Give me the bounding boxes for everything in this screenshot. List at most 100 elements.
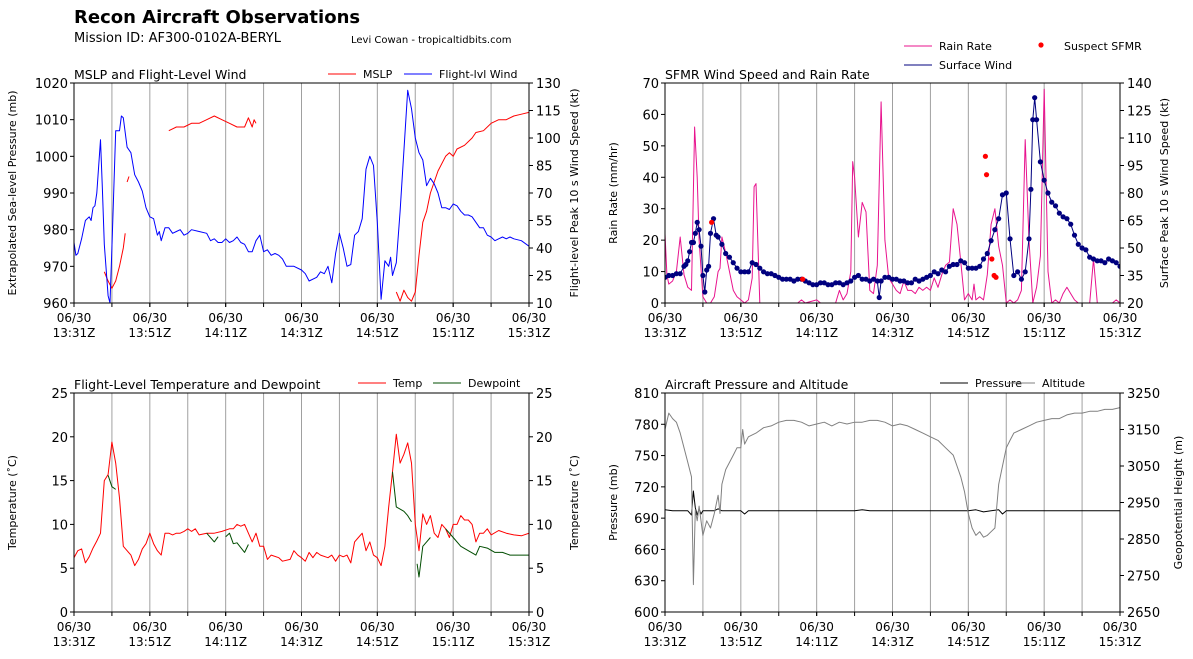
y-right-tick-label: 50 <box>1127 242 1144 257</box>
surface-wind-point <box>745 269 752 275</box>
x-tick-date: 06/30 <box>436 311 471 325</box>
x-tick-date: 06/30 <box>875 620 910 634</box>
x-tick-time: 15:11Z <box>432 326 475 340</box>
surface-wind-point <box>1102 260 1108 266</box>
y-right-tick-label: 15 <box>536 475 553 490</box>
x-tick-time: 13:51Z <box>128 326 171 340</box>
y-right-tick-label: 10 <box>536 518 553 533</box>
surface-wind-point <box>1041 177 1047 183</box>
y-tick-label: 20 <box>642 234 659 249</box>
surface-wind-point <box>905 280 911 286</box>
y-right-tick-label: 140 <box>1127 77 1152 92</box>
y-right-tick-label: 55 <box>536 215 553 230</box>
y-right-tick-label: 2650 <box>1127 606 1160 621</box>
y-right-tick-label: 40 <box>536 242 553 257</box>
y-right-tick-label: 115 <box>536 105 561 120</box>
chart-panel-1: 960 970 980 990 1000 1010 1020 10 25 40 55 70 85 100 1… <box>6 67 581 340</box>
surface-wind-point <box>882 274 888 280</box>
surface-wind-point <box>1018 276 1025 282</box>
y-tick-label: 600 <box>634 606 659 621</box>
x-tick-time: 15:11Z <box>432 635 475 649</box>
surface-wind-point <box>988 238 994 244</box>
y-tick-label: 690 <box>634 512 659 527</box>
x-tick-date: 06/30 <box>799 311 834 325</box>
surface-wind-point <box>687 249 693 255</box>
x-tick-date: 06/30 <box>648 620 683 634</box>
x-tick-time: 13:31Z <box>644 635 687 649</box>
mslp-line <box>395 111 529 302</box>
y-right-tick-label: 2950 <box>1127 497 1160 512</box>
suspect-sfmr-point <box>993 274 999 280</box>
x-tick-date: 06/30 <box>512 311 547 325</box>
dewpoint-line <box>392 471 412 523</box>
mission-id: Mission ID: AF300-0102A-BERYL <box>74 31 281 46</box>
x-tick-time: 15:31Z <box>508 635 551 649</box>
x-tick-time: 14:11Z <box>204 635 247 649</box>
y-right-tick-label: 25 <box>536 270 553 285</box>
surface-wind-point <box>969 265 975 271</box>
y-tick-label: 960 <box>43 297 68 312</box>
surface-wind-point <box>1056 210 1062 216</box>
surface-wind-point <box>694 219 700 225</box>
x-tick-time: 14:31Z <box>871 635 914 649</box>
surface-wind-point <box>908 280 915 286</box>
y-axis-label: Extrapolated Sea-level Pressure (mb) <box>6 91 19 296</box>
surface-wind-point <box>954 261 960 268</box>
legend-dewpoint-label: Dewpoint <box>468 377 521 390</box>
y-right-axis-label: Temperature (˚C) <box>568 455 581 551</box>
altitude-line <box>665 407 1120 586</box>
surface-wind-point <box>666 272 672 279</box>
surface-wind-point <box>795 276 801 282</box>
surface-wind-point <box>889 276 896 282</box>
surface-wind-point <box>1083 247 1089 253</box>
suspect-sfmr-point <box>989 256 995 262</box>
surface-wind-point <box>706 263 712 269</box>
surface-wind-point <box>980 256 987 262</box>
dewpoint-line <box>445 528 529 556</box>
y-right-tick-label: 125 <box>1127 105 1152 120</box>
y-right-tick-label: 25 <box>536 387 553 402</box>
chart-panel-2: 0 10 20 30 40 50 60 70 20 35 50 65 80 95 110 125 140 06/3… <box>607 67 1171 340</box>
y-tick-label: 980 <box>43 224 68 239</box>
chart-title: SFMR Wind Speed and Rain Rate <box>665 67 870 82</box>
x-tick-date: 06/30 <box>133 620 168 634</box>
surface-wind-point <box>874 278 880 284</box>
surface-wind-point <box>1033 117 1040 123</box>
surface-wind-point <box>984 250 990 257</box>
x-tick-date: 06/30 <box>284 620 319 634</box>
x-tick-time: 13:31Z <box>53 326 96 340</box>
legend-mslp-label: MSLP <box>363 68 393 81</box>
chart-panel-3: 0510152025051015202506/3013:31Z06/3013:5… <box>6 377 581 649</box>
x-tick-date: 06/30 <box>360 311 395 325</box>
x-tick-time: 14:51Z <box>947 326 990 340</box>
x-tick-time: 14:31Z <box>280 326 323 340</box>
surface-wind-point <box>677 271 683 277</box>
y-right-tick-label: 2750 <box>1127 570 1160 585</box>
chart-title: Flight-Level Temperature and Dewpoint <box>74 377 321 392</box>
y-tick-label: 1000 <box>35 150 68 165</box>
x-tick-date: 06/30 <box>951 311 986 325</box>
surface-wind-point <box>996 216 1002 222</box>
y-tick-label: 20 <box>51 431 68 446</box>
y-tick-label: 750 <box>634 450 659 465</box>
y-tick-label: 50 <box>642 140 659 155</box>
surface-wind-point <box>673 271 679 277</box>
x-tick-time: 13:51Z <box>128 635 171 649</box>
plot-area <box>74 89 529 303</box>
x-tick-date: 06/30 <box>284 311 319 325</box>
surface-wind-point <box>690 239 697 246</box>
y-tick-label: 10 <box>642 266 659 281</box>
y-right-tick-label: 0 <box>536 606 544 621</box>
surface-wind-point <box>783 276 789 282</box>
y-tick-label: 0 <box>651 297 659 312</box>
x-tick-date: 06/30 <box>208 311 243 325</box>
x-tick-time: 14:11Z <box>795 326 838 340</box>
x-tick-time: 14:11Z <box>795 635 838 649</box>
surface-wind-point <box>833 280 839 286</box>
surface-wind-point <box>1113 260 1119 266</box>
y-tick-label: 720 <box>634 481 659 496</box>
legend-temp-label: Temp <box>392 377 422 390</box>
dewpoint-line <box>416 537 431 578</box>
surface-wind-point <box>734 265 740 271</box>
